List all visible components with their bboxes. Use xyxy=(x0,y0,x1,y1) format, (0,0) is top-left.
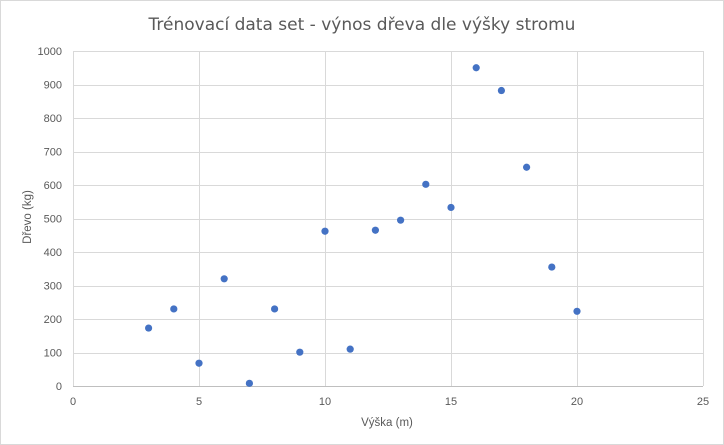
tick-labels: 0 100 200 300 400 500 600 700 800 900 1000 0 5 10 15 20… xyxy=(38,46,710,408)
data-point xyxy=(497,86,505,95)
x-axis-label: Výška (m) xyxy=(361,417,413,429)
data-point xyxy=(195,359,203,367)
x-tick-label: 15 xyxy=(445,396,457,408)
y-tick-label: 600 xyxy=(44,180,62,192)
y-tick-label: 1000 xyxy=(38,46,62,58)
data-point xyxy=(346,345,354,353)
y-axis-label: Dřevo (kg) xyxy=(22,190,34,244)
data-point xyxy=(397,216,405,224)
data-point xyxy=(422,180,430,188)
x-tick-label: 25 xyxy=(697,396,709,408)
data-point xyxy=(170,305,178,313)
y-tick-label: 300 xyxy=(44,281,62,293)
data-point xyxy=(548,263,556,271)
data-points xyxy=(145,64,581,387)
x-tick-label: 20 xyxy=(571,396,583,408)
x-tick-label: 0 xyxy=(70,396,76,408)
data-point xyxy=(523,163,531,171)
y-tick-label: 400 xyxy=(44,247,62,259)
y-tick-label: 900 xyxy=(44,80,62,92)
y-tick-label: 0 xyxy=(56,381,62,393)
y-tick-label: 500 xyxy=(44,214,62,226)
data-point xyxy=(321,227,329,235)
data-point xyxy=(371,226,379,234)
gridlines xyxy=(73,51,704,387)
data-point xyxy=(447,203,455,212)
x-tick-label: 10 xyxy=(319,396,331,408)
data-point xyxy=(296,348,304,356)
data-point xyxy=(220,275,228,283)
y-tick-label: 800 xyxy=(44,113,62,125)
x-tick-label: 5 xyxy=(196,396,202,408)
data-point xyxy=(472,64,480,72)
chart-title: Trénovací data set - výnos dřeva dle výš… xyxy=(148,15,576,35)
data-point xyxy=(245,379,253,387)
y-tick-label: 200 xyxy=(44,314,62,326)
data-point xyxy=(145,324,153,332)
data-point xyxy=(573,307,581,315)
y-tick-label: 700 xyxy=(44,147,62,159)
data-point xyxy=(271,305,279,313)
y-tick-label: 100 xyxy=(44,348,62,360)
